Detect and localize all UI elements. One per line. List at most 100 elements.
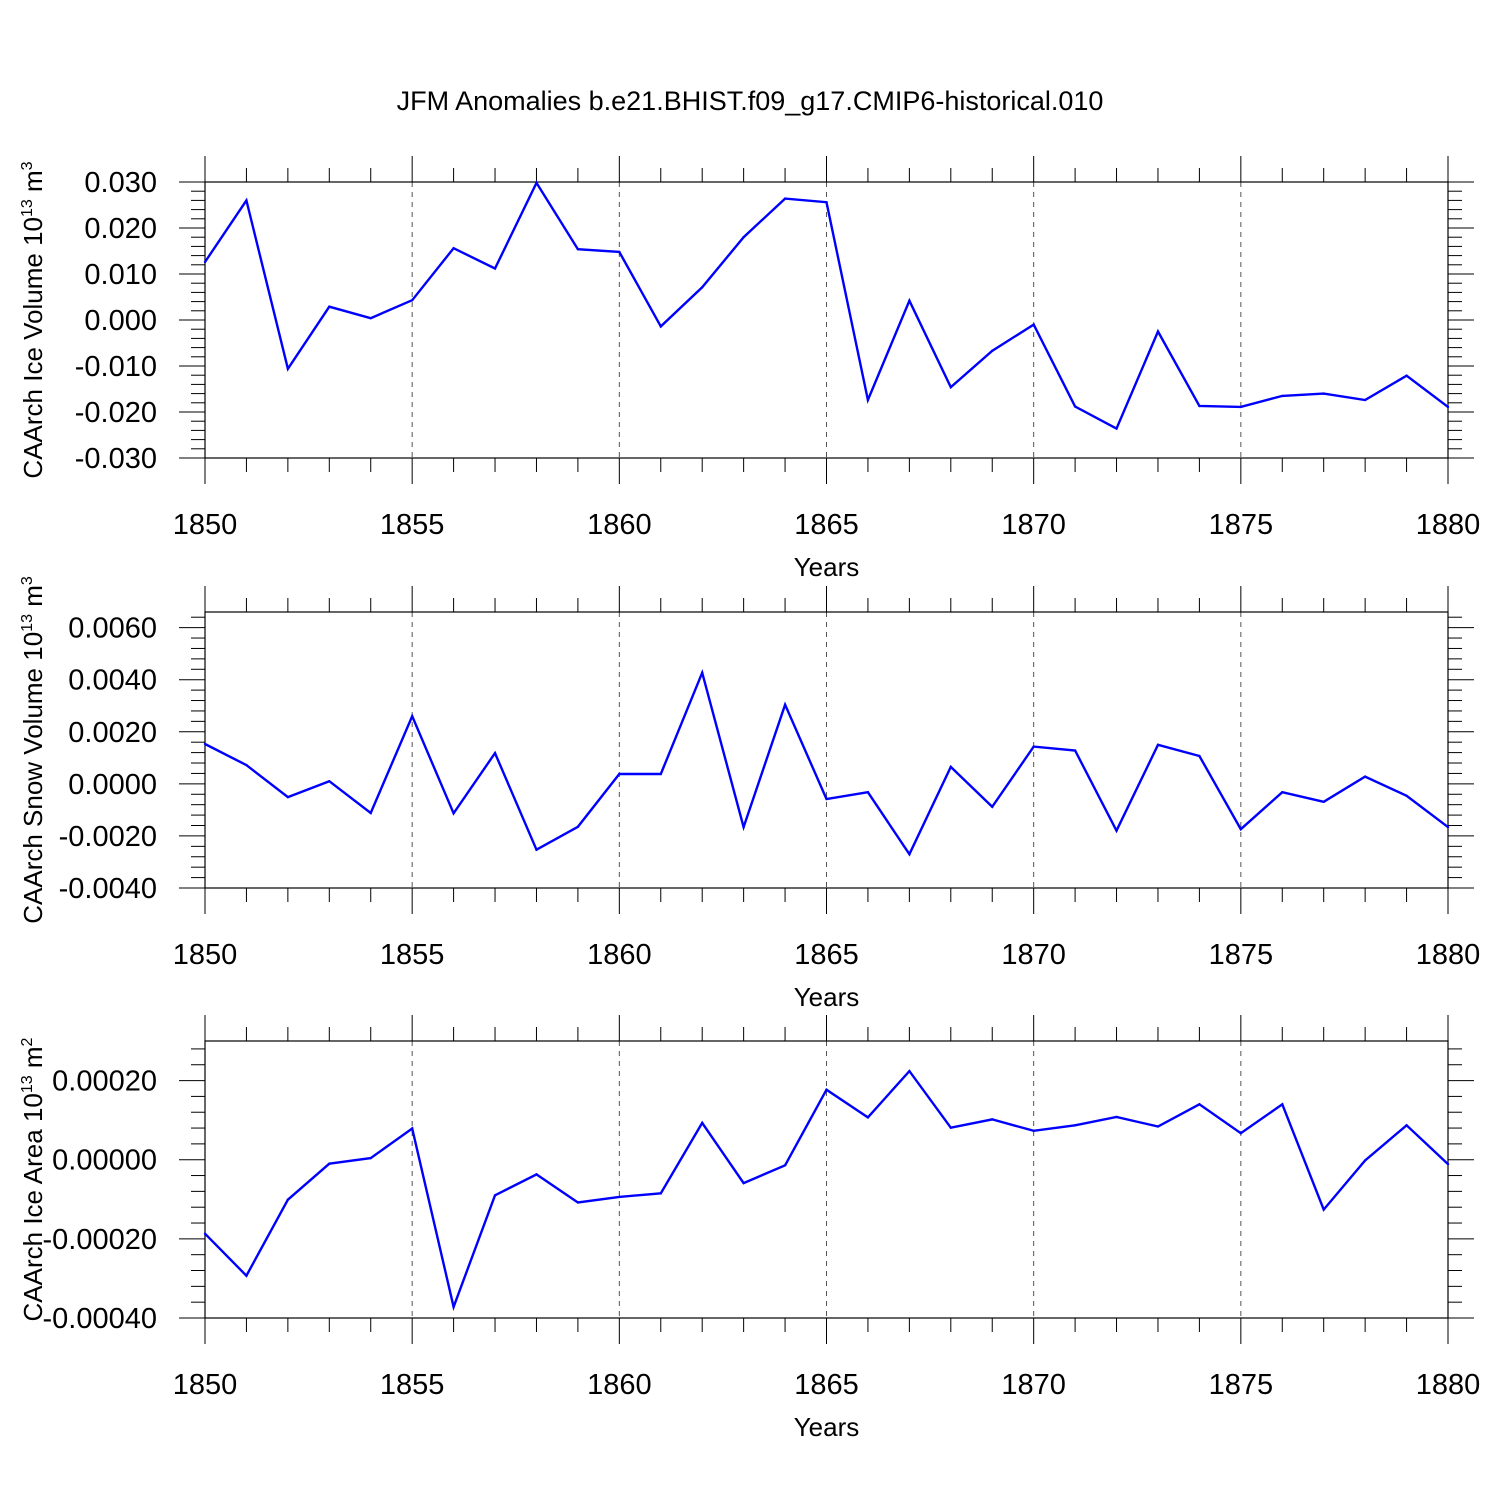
panel-2: 1850 1855 1860 1865 1870 1875 1880 -0.0040 -0.00… [18, 576, 1480, 1012]
data-point [203, 742, 207, 746]
data-point [286, 795, 290, 799]
y-tick-label: 0.030 [84, 167, 157, 199]
data-point [452, 812, 455, 815]
data-point [328, 305, 331, 308]
data-point [576, 247, 580, 251]
data-point [908, 852, 911, 856]
x-tick-label: 1880 [1416, 1369, 1481, 1401]
data-point [1198, 754, 1201, 758]
data-point [1073, 1124, 1077, 1127]
data-point [949, 1126, 952, 1129]
data-point [1239, 405, 1243, 409]
data-point [1239, 827, 1243, 831]
data-point [1363, 775, 1367, 778]
data-point [991, 349, 994, 353]
x-tick-label: 1850 [173, 1369, 238, 1401]
panel-1: 1850 1855 1860 1865 1870 1875 1880 -0.030 -0.020… [18, 156, 1480, 582]
y-tick-label: -0.020 [75, 397, 157, 429]
y-tick-label: -0.010 [75, 351, 157, 383]
data-point [245, 1274, 248, 1277]
data-point [701, 286, 704, 289]
data-point [1446, 825, 1450, 829]
data-point [618, 1195, 621, 1199]
data-point [1115, 829, 1118, 832]
data-point [825, 201, 828, 204]
data-point [493, 751, 497, 755]
x-axis-title: Years [794, 982, 860, 1012]
data-point [701, 1121, 704, 1125]
data-point [1198, 1103, 1201, 1106]
data-point [825, 1088, 828, 1091]
data-point [1032, 1129, 1035, 1133]
x-tick-label: 1875 [1209, 509, 1274, 541]
data-point [1446, 405, 1450, 409]
data-point [1073, 405, 1077, 408]
x-tick-label: 1880 [1416, 509, 1481, 541]
data-point [493, 267, 497, 270]
panel-3: 1850 1855 1860 1865 1870 1875 1880 -0.00040 -0.0… [18, 1015, 1480, 1442]
y-axis-title: CAArch Ice Area 1013 m2 [18, 1037, 48, 1321]
data-point [991, 1118, 994, 1121]
data-point [535, 1173, 538, 1176]
data-point [742, 825, 745, 829]
data-point [1281, 1103, 1284, 1106]
y-axis-title: CAArch Ice Volume 1013 m3 [18, 161, 48, 478]
y-tick-label: 0.0040 [68, 665, 157, 697]
y-tick-label: -0.00040 [43, 1303, 158, 1335]
data-point [866, 1116, 870, 1119]
data-point [286, 1198, 290, 1201]
chart-title: JFM Anomalies b.e21.BHIST.f09_g17.CMIP6-… [397, 86, 1104, 116]
x-tick-label: 1855 [380, 939, 445, 971]
x-tick-label: 1865 [794, 939, 859, 971]
data-point [1405, 374, 1408, 377]
data-point [203, 1232, 207, 1235]
data-point [1032, 745, 1035, 748]
x-tick-label: 1880 [1416, 939, 1481, 971]
data-point [576, 1201, 580, 1204]
x-tick-label: 1860 [587, 509, 652, 541]
data-point [1322, 392, 1325, 395]
data-point [369, 811, 372, 815]
x-tick-label: 1870 [1001, 1369, 1066, 1401]
data-point [1322, 800, 1325, 804]
x-tick-label: 1865 [794, 1369, 859, 1401]
data-point [618, 772, 621, 776]
data-point [949, 765, 952, 769]
data-point [866, 790, 870, 794]
y-tick-label: 0.00020 [52, 1066, 157, 1098]
data-point [1281, 394, 1284, 398]
y-tick-label: 0.0000 [68, 769, 157, 801]
x-tick-label: 1870 [1001, 509, 1066, 541]
data-point [1115, 427, 1118, 430]
y-tick-label: -0.030 [75, 443, 157, 475]
data-point [452, 247, 455, 250]
data-point [1281, 790, 1284, 794]
y-tick-label: -0.00020 [43, 1224, 158, 1256]
data-point [410, 1127, 414, 1130]
x-tick-label: 1855 [380, 509, 445, 541]
data-point [783, 197, 787, 200]
data-point [1115, 1115, 1118, 1119]
x-tick-label: 1875 [1209, 939, 1274, 971]
data-point [576, 825, 580, 829]
data-point [742, 236, 745, 239]
data-point [825, 797, 828, 801]
data-point [1363, 398, 1367, 402]
data-point [1073, 749, 1077, 752]
data-point [659, 772, 662, 776]
x-axis-title: Years [794, 552, 860, 582]
data-point [1446, 1162, 1450, 1166]
data-point [1156, 330, 1160, 333]
data-point [1032, 323, 1035, 326]
data-point [1322, 1208, 1325, 1211]
data-point [866, 398, 870, 402]
x-tick-label: 1850 [173, 939, 238, 971]
data-point [1405, 1124, 1408, 1127]
data-point [493, 1194, 497, 1197]
y-tick-label: 0.010 [84, 259, 157, 291]
data-point [535, 848, 538, 851]
data-point [410, 714, 414, 718]
data-point [1405, 794, 1408, 798]
x-tick-label: 1855 [380, 1369, 445, 1401]
x-tick-label: 1860 [587, 939, 652, 971]
